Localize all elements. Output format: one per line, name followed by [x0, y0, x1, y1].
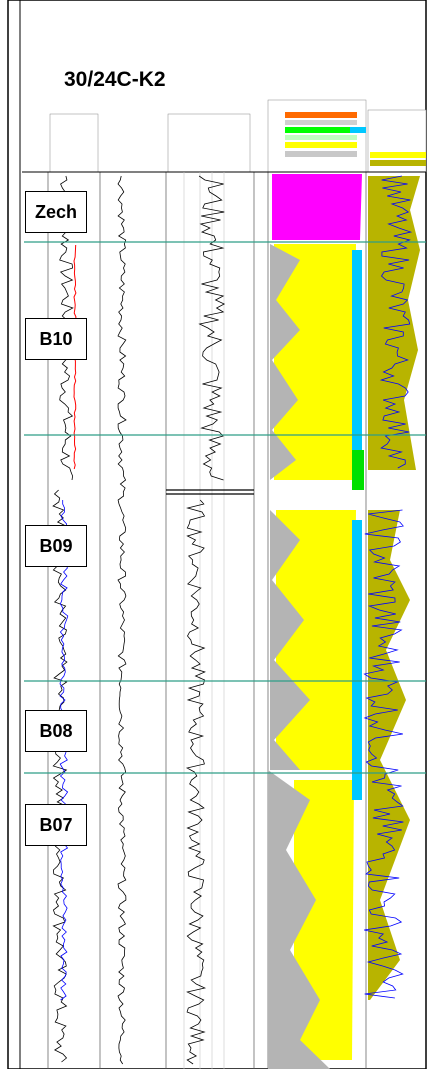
green-strip: [352, 450, 364, 490]
shale-fill-b07: [268, 770, 330, 1069]
shale-fill-b10: [270, 244, 300, 480]
resistivity-curve: [198, 175, 226, 481]
zone-label-b09: B09: [25, 525, 87, 567]
core-gap-marker: [166, 489, 254, 495]
zone-boundaries: [24, 241, 426, 774]
resistivity-curve-lower: [185, 499, 207, 1065]
gr-fill-upper: [368, 176, 420, 470]
outer-frame: [7, 0, 427, 1069]
zone-label-zech: Zech: [25, 191, 87, 233]
zone-label-b08: B08: [25, 710, 87, 752]
gr-curve-lower: [363, 509, 404, 999]
lithology-fill-b10: [274, 244, 356, 480]
gr-curve: [379, 175, 413, 469]
water-strip-lower: [352, 520, 362, 800]
zone-label-b10: B10: [25, 318, 87, 360]
gr-track: [368, 176, 420, 1000]
water-strip: [352, 250, 362, 450]
log-header: [49, 99, 427, 173]
depth-ticks: [117, 175, 127, 1065]
gr-fill-lower: [368, 510, 410, 1000]
evaporite-fill: [272, 174, 362, 240]
lithology-track: [268, 174, 364, 1069]
zone-label-b07: B07: [25, 804, 87, 846]
caliper-curve-lower: [52, 489, 68, 1063]
shale-fill-lower: [270, 510, 310, 770]
well-title: 30/24C-K2: [64, 68, 166, 91]
